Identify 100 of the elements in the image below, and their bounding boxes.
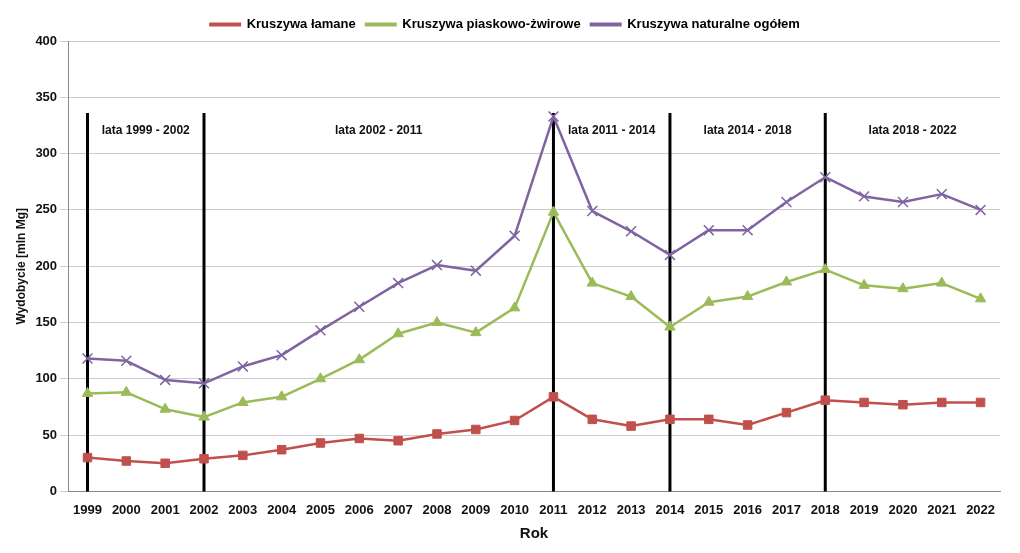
point bbox=[586, 205, 598, 217]
point bbox=[237, 395, 249, 406]
x-tick-label: 2009 bbox=[461, 501, 491, 517]
y-tick-label: 100 bbox=[35, 370, 58, 386]
x-tick-label: 2013 bbox=[616, 501, 646, 517]
point bbox=[120, 355, 133, 367]
point bbox=[509, 415, 520, 426]
x-tick-label: 2016 bbox=[733, 501, 763, 517]
point bbox=[625, 290, 637, 301]
point bbox=[664, 249, 676, 261]
point bbox=[121, 456, 132, 466]
x-tick-label: 2019 bbox=[849, 501, 879, 517]
point bbox=[665, 414, 675, 425]
x-tick-label: 2021 bbox=[927, 501, 957, 517]
annotation: lata 2018 - 2022 bbox=[868, 123, 957, 138]
point bbox=[741, 224, 754, 236]
legend-label: Kruszywa naturalne ogółem bbox=[627, 16, 800, 32]
point bbox=[508, 301, 521, 312]
annotation: lata 2002 - 2011 bbox=[335, 123, 423, 138]
point bbox=[936, 188, 948, 200]
point bbox=[198, 410, 210, 421]
x-tick-label: 2015 bbox=[694, 501, 724, 517]
point bbox=[238, 450, 248, 461]
point bbox=[392, 327, 404, 338]
point bbox=[625, 225, 637, 237]
point bbox=[858, 278, 870, 289]
x-axis-title: Rok bbox=[519, 524, 549, 542]
x-tick-label: 2011 bbox=[539, 501, 568, 517]
x-tick-label: 2017 bbox=[771, 501, 801, 517]
point bbox=[704, 414, 714, 425]
point bbox=[937, 397, 947, 408]
point bbox=[392, 277, 404, 289]
point bbox=[975, 397, 986, 408]
point bbox=[431, 316, 443, 326]
point bbox=[820, 395, 831, 405]
x-tick-label: 2007 bbox=[383, 501, 413, 517]
x-tick-label: 2020 bbox=[888, 501, 918, 517]
y-tick-label: 150 bbox=[35, 314, 58, 330]
point bbox=[159, 402, 171, 413]
x-tick-label: 2002 bbox=[189, 501, 219, 517]
point bbox=[858, 190, 870, 203]
point bbox=[703, 224, 715, 236]
y-tick-label: 50 bbox=[42, 426, 58, 442]
point bbox=[780, 275, 793, 286]
point bbox=[781, 407, 792, 418]
x-tick-label: 2005 bbox=[306, 501, 335, 517]
point bbox=[586, 276, 598, 287]
y-axis-title: Wydobycie [mln Mg] bbox=[13, 207, 28, 325]
point bbox=[160, 458, 170, 468]
point bbox=[431, 259, 443, 271]
y-tick-label: 400 bbox=[35, 32, 58, 48]
point bbox=[276, 445, 287, 455]
x-tick-label: 2018 bbox=[810, 501, 840, 517]
y-tick-label: 250 bbox=[35, 201, 58, 217]
point bbox=[81, 352, 94, 365]
point bbox=[81, 386, 94, 397]
point bbox=[275, 349, 288, 361]
x-tick-label: 2000 bbox=[111, 501, 141, 517]
point bbox=[547, 205, 560, 216]
point bbox=[703, 295, 715, 306]
point bbox=[120, 385, 133, 396]
x-tick-label: 2012 bbox=[577, 501, 607, 517]
x-tick-label: 2022 bbox=[966, 501, 996, 517]
point bbox=[742, 420, 753, 430]
point bbox=[314, 324, 327, 337]
y-tick-label: 300 bbox=[35, 145, 58, 161]
point bbox=[159, 374, 171, 386]
point bbox=[432, 429, 442, 439]
point bbox=[819, 263, 831, 274]
point bbox=[936, 276, 948, 287]
annotation: lata 2011 - 2014 bbox=[568, 123, 656, 138]
point bbox=[897, 282, 909, 293]
point bbox=[898, 399, 908, 410]
x-tick-label: 2008 bbox=[422, 501, 452, 517]
point bbox=[741, 290, 754, 301]
x-tick-label: 2004 bbox=[267, 501, 297, 517]
point bbox=[780, 196, 793, 208]
point bbox=[974, 292, 987, 303]
point bbox=[626, 421, 636, 431]
point bbox=[353, 301, 366, 313]
x-tick-label: 2006 bbox=[344, 501, 374, 517]
point bbox=[470, 326, 482, 337]
y-tick-label: 0 bbox=[49, 482, 58, 498]
x-tick-label: 2001 bbox=[150, 501, 180, 517]
x-tick-label: 2014 bbox=[655, 501, 686, 517]
annotation: lata 1999 - 2002 bbox=[101, 123, 191, 138]
point bbox=[974, 204, 987, 216]
point bbox=[315, 438, 326, 448]
legend-label: Kruszywa piaskowo-żwirowe bbox=[402, 16, 581, 32]
x-tick-label: 2010 bbox=[500, 501, 530, 517]
point bbox=[587, 414, 598, 425]
point bbox=[664, 320, 676, 331]
legend-label: Kruszywa łamane bbox=[246, 16, 356, 32]
x-tick-label: 1999 bbox=[73, 501, 102, 517]
y-tick-label: 350 bbox=[35, 88, 58, 104]
point bbox=[393, 435, 403, 446]
point bbox=[470, 265, 482, 277]
point bbox=[314, 372, 327, 383]
point bbox=[275, 390, 288, 401]
annotation: lata 2014 - 2018 bbox=[703, 123, 792, 138]
